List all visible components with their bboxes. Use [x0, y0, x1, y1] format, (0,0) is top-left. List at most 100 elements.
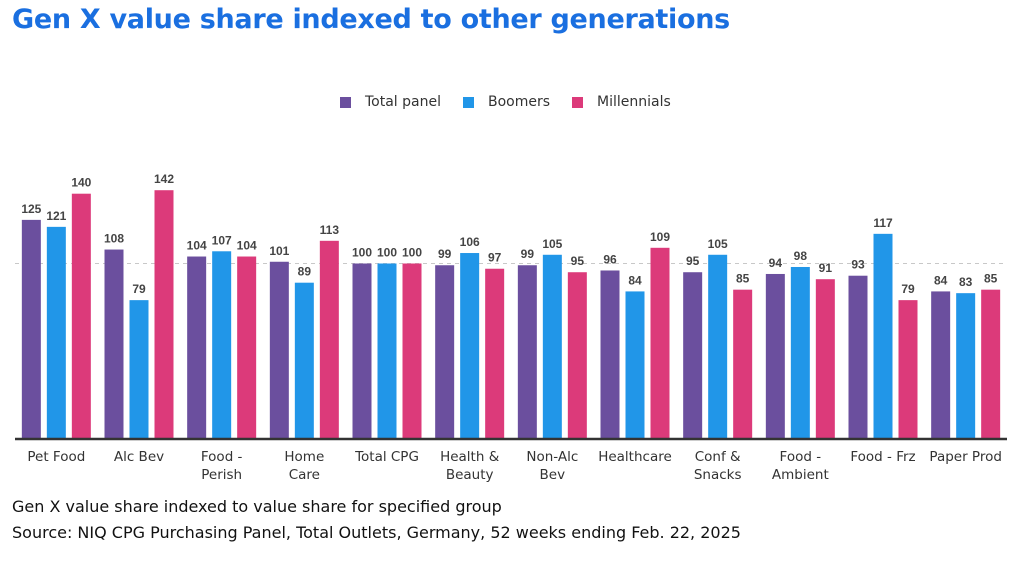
- bar-boomers: [542, 254, 562, 438]
- data-label-total-panel: 96: [603, 252, 617, 266]
- bar-total-panel: [435, 265, 455, 438]
- chart-title: Gen X value share indexed to other gener…: [12, 4, 730, 35]
- bar-boomers: [377, 263, 397, 438]
- bar-boomers: [873, 233, 893, 438]
- legend-label-total-panel: Total panel: [365, 94, 441, 110]
- category-label: Home: [284, 449, 324, 465]
- data-label-millennials: 140: [71, 176, 91, 190]
- category-label: Food -: [201, 449, 243, 465]
- chart-legend: Total panel Boomers Millennials: [340, 94, 671, 110]
- bar-total-panel: [21, 219, 41, 438]
- category-label: Bev: [540, 467, 566, 483]
- data-label-total-panel: 101: [269, 244, 289, 258]
- bar-boomers: [956, 293, 976, 438]
- category-label: Food - Frz: [850, 449, 915, 465]
- data-label-total-panel: 84: [934, 273, 948, 287]
- data-label-millennials: 79: [901, 282, 915, 296]
- legend-label-boomers: Boomers: [488, 94, 551, 110]
- data-label-millennials: 85: [736, 272, 750, 286]
- data-label-boomers: 79: [132, 282, 146, 296]
- bar-boomers: [129, 300, 149, 438]
- data-label-millennials: 100: [402, 246, 422, 260]
- bar-millennials: [733, 289, 753, 438]
- bar-boomers: [790, 266, 810, 438]
- bar-boomers: [460, 253, 480, 438]
- category-label: Paper Prod: [929, 449, 1002, 465]
- bar-boomers: [625, 291, 645, 438]
- bar-millennials: [981, 289, 1001, 438]
- category-label: Non-Alc: [526, 449, 578, 465]
- data-label-boomers: 83: [959, 275, 973, 289]
- bar-millennials: [815, 279, 835, 438]
- bar-total-panel: [187, 256, 207, 438]
- bar-millennials: [237, 256, 257, 438]
- data-label-millennials: 142: [154, 172, 174, 186]
- bar-total-panel: [104, 249, 124, 438]
- category-label: Healthcare: [598, 449, 672, 465]
- category-label: Food -: [780, 449, 822, 465]
- data-label-millennials: 97: [488, 251, 502, 265]
- legend-item-boomers: Boomers: [463, 94, 550, 110]
- legend-swatch-boomers: [463, 96, 474, 108]
- data-label-total-panel: 99: [438, 247, 452, 261]
- data-label-boomers: 121: [46, 209, 66, 223]
- category-label: Conf &: [695, 449, 741, 465]
- bar-millennials: [154, 190, 174, 438]
- data-label-millennials: 109: [650, 230, 670, 244]
- bar-millennials: [898, 300, 918, 438]
- data-label-total-panel: 94: [769, 256, 783, 270]
- bar-total-panel: [683, 272, 703, 438]
- category-label: Care: [289, 467, 320, 483]
- category-label: Snacks: [694, 467, 742, 483]
- bar-millennials: [650, 247, 670, 438]
- category-label: Beauty: [446, 467, 494, 483]
- category-label: Perish: [201, 467, 242, 483]
- data-label-millennials: 113: [320, 223, 340, 237]
- data-label-total-panel: 100: [352, 246, 372, 260]
- data-label-total-panel: 125: [21, 202, 41, 216]
- legend-item-total-panel: Total panel: [340, 94, 441, 110]
- data-label-boomers: 107: [212, 233, 232, 247]
- data-label-boomers: 105: [708, 237, 728, 251]
- category-label: Health &: [440, 449, 500, 465]
- data-label-boomers: 106: [460, 235, 480, 249]
- bar-boomers: [212, 251, 232, 438]
- data-label-total-panel: 95: [686, 254, 700, 268]
- bar-total-panel: [600, 270, 620, 438]
- bar-total-panel: [931, 291, 951, 438]
- data-label-total-panel: 93: [851, 258, 865, 272]
- data-label-total-panel: 104: [187, 239, 207, 253]
- data-label-boomers: 89: [298, 265, 312, 279]
- bar-chart: 125 121 140 Pet Food 108 79 142 Alc Bev 104 107 10…: [15, 172, 1007, 483]
- bar-millennials: [402, 263, 422, 438]
- data-label-boomers: 117: [873, 216, 893, 230]
- data-label-millennials: 91: [819, 261, 833, 275]
- data-label-total-panel: 108: [104, 232, 124, 246]
- bar-boomers: [294, 282, 314, 438]
- category-label: Total CPG: [354, 449, 419, 465]
- bar-millennials: [485, 268, 505, 438]
- bar-total-panel: [352, 263, 372, 438]
- data-label-millennials: 95: [571, 254, 585, 268]
- bar-total-panel: [269, 261, 289, 438]
- bar-millennials: [71, 193, 91, 438]
- data-label-total-panel: 99: [521, 247, 535, 261]
- category-label: Alc Bev: [114, 449, 164, 465]
- source-note: Source: NIQ CPG Purchasing Panel, Total …: [12, 523, 741, 542]
- bar-millennials: [319, 240, 339, 438]
- footnote: Gen X value share indexed to value share…: [12, 497, 502, 516]
- bar-millennials: [567, 272, 587, 438]
- bar-total-panel: [848, 275, 868, 438]
- category-label: Pet Food: [27, 449, 85, 465]
- bar-total-panel: [765, 273, 785, 438]
- data-label-boomers: 105: [542, 237, 562, 251]
- legend-item-millennials: Millennials: [572, 94, 671, 110]
- data-label-millennials: 85: [984, 272, 998, 286]
- data-label-millennials: 104: [237, 239, 257, 253]
- legend-swatch-total-panel: [340, 96, 351, 108]
- data-label-boomers: 100: [377, 246, 397, 260]
- category-label: Ambient: [772, 467, 829, 483]
- legend-label-millennials: Millennials: [597, 94, 671, 110]
- bar-boomers: [708, 254, 728, 438]
- data-label-boomers: 84: [628, 273, 642, 287]
